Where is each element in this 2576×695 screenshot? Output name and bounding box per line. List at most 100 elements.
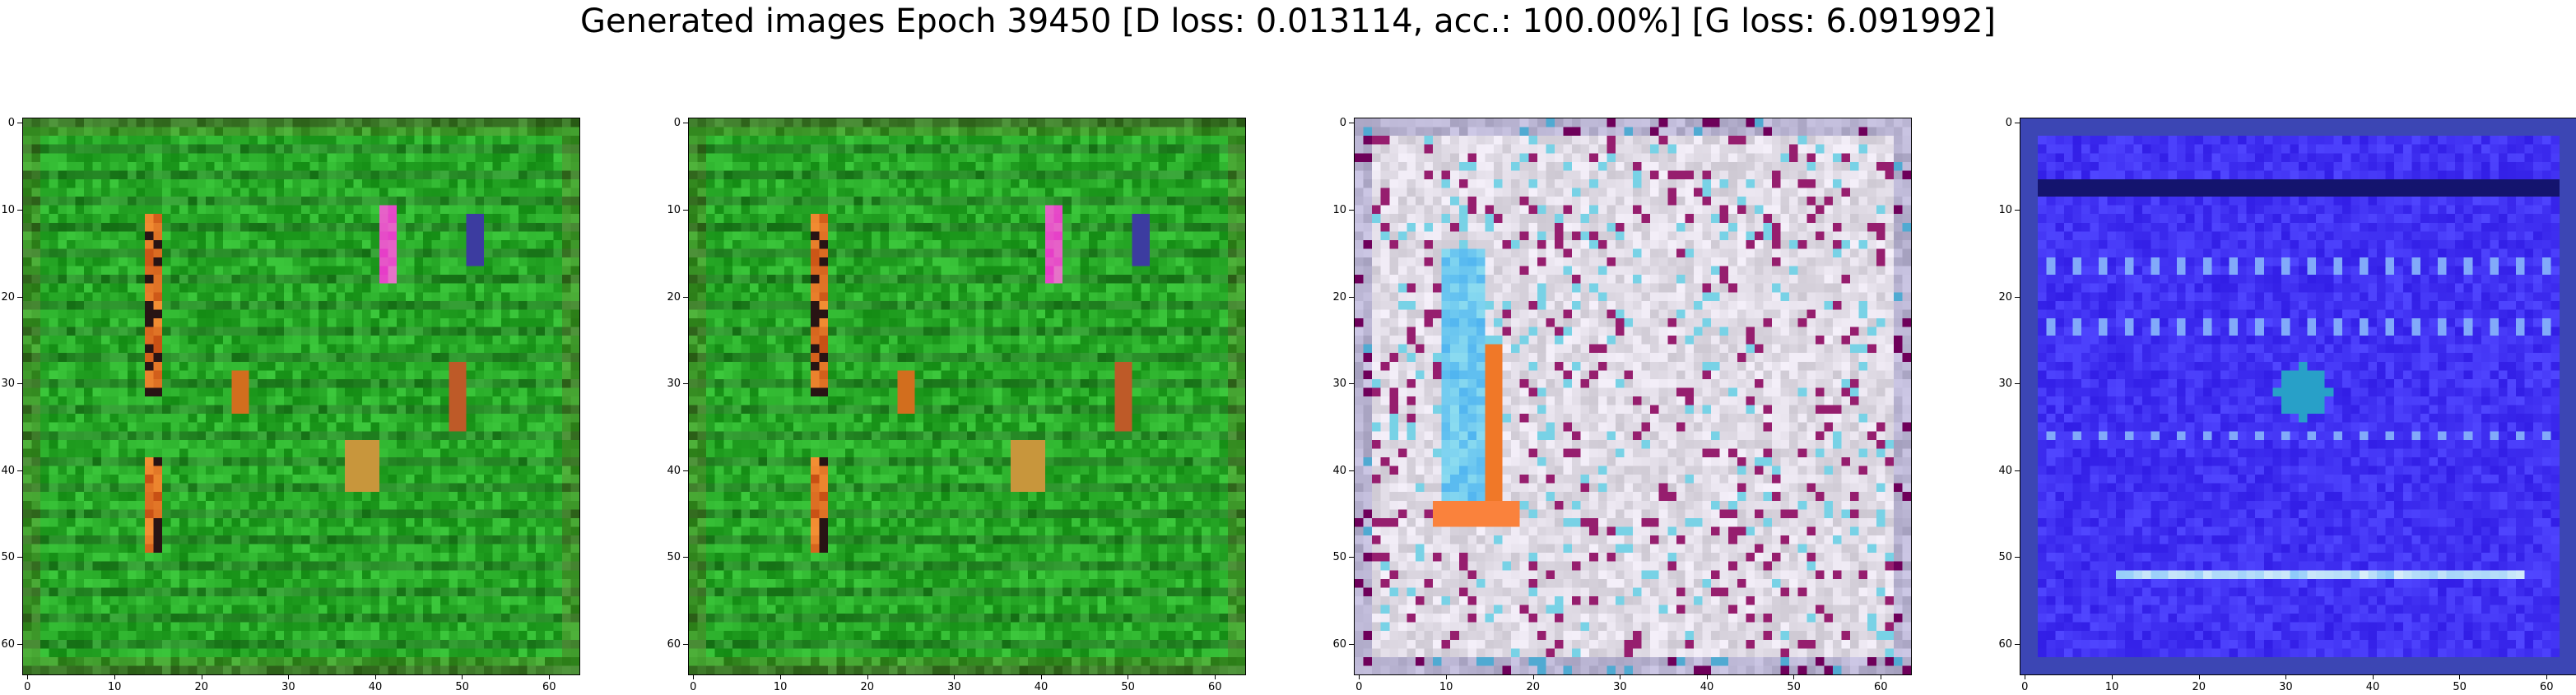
x-tick-label: 30 [947,681,961,693]
x-tick-label: 60 [542,681,556,693]
y-tick-label: 50 [1998,551,2012,564]
x-tick-label: 30 [1613,681,1627,693]
x-tick-label: 40 [1700,681,1714,693]
y-tick-mark [2015,209,2020,211]
y-tick-mark [17,470,22,471]
y-tick-mark [17,383,22,385]
y-tick-mark [683,209,688,211]
x-tick-mark [1445,674,1447,679]
y-tick-label: 50 [1332,551,1346,564]
y-tick-mark [2015,557,2020,558]
y-tick-label: 0 [2005,117,2012,130]
x-tick-mark [1793,674,1795,679]
image-panel-2: 0 10 20 30 40 50 60 0 10 20 30 40 50 60 [667,118,1246,693]
x-tick-mark [2111,674,2113,679]
y-tick-mark [1349,383,1354,385]
x-tick-mark [954,674,956,679]
y-tick-mark [17,209,22,211]
y-tick-mark [1349,557,1354,558]
x-tick-label: 50 [1121,681,1135,693]
y-tick-mark [1349,470,1354,471]
x-tick-mark [693,674,695,679]
x-tick-label: 20 [2192,681,2206,693]
generated-image-4 [2020,118,2576,674]
y-tick-label: 60 [1332,638,1346,651]
x-tick-mark [2285,674,2287,679]
x-tick-label: 10 [773,681,788,693]
x-tick-mark [114,674,115,679]
x-tick-label: 0 [1355,681,1363,693]
y-tick-label: 40 [667,464,681,477]
y-tick-label: 10 [667,203,681,216]
y-tick-label: 30 [1998,378,2012,391]
y-tick-label: 0 [1339,117,1346,130]
y-tick-label: 30 [1332,378,1346,391]
x-tick-label: 40 [368,681,383,693]
y-tick-mark [1349,209,1354,211]
x-tick-label: 60 [2540,681,2554,693]
y-tick-mark [683,470,688,471]
y-tick-label: 20 [1,290,15,303]
x-tick-label: 30 [281,681,295,693]
x-tick-mark [549,674,551,679]
x-tick-mark [2372,674,2374,679]
x-tick-label: 10 [1439,681,1453,693]
y-tick-label: 50 [667,551,681,564]
image-panel-3: 0 10 20 30 40 50 60 0 10 20 30 40 50 60 [1332,118,1912,693]
y-tick-label: 40 [1,464,15,477]
x-tick-label: 0 [690,681,697,693]
y-tick-label: 20 [1332,290,1346,303]
y-tick-mark [2015,383,2020,385]
y-tick-label: 20 [667,290,681,303]
x-tick-mark [288,674,290,679]
y-tick-mark [2015,470,2020,471]
y-tick-label: 40 [1998,464,2012,477]
x-tick-mark [1040,674,1042,679]
y-tick-label: 30 [1,378,15,391]
y-tick-label: 30 [667,378,681,391]
x-tick-label: 30 [2279,681,2293,693]
x-tick-mark [779,674,781,679]
y-tick-mark [683,644,688,646]
x-tick-mark [867,674,868,679]
y-tick-label: 50 [1,551,15,564]
x-tick-mark [1359,674,1360,679]
y-tick-mark [683,383,688,385]
x-tick-label: 0 [24,681,31,693]
y-tick-mark [1349,296,1354,298]
image-panel-1: 0 10 20 30 40 50 60 0 10 20 30 40 50 60 [1,118,580,693]
x-tick-mark [27,674,29,679]
x-tick-label: 20 [1526,681,1541,693]
y-tick-mark [2015,644,2020,646]
y-tick-mark [17,644,22,646]
x-tick-mark [462,674,463,679]
y-tick-mark [17,296,22,298]
x-tick-label: 50 [1787,681,1801,693]
y-tick-mark [683,296,688,298]
generated-image-2 [689,118,1245,674]
y-tick-mark [683,557,688,558]
y-tick-mark [1349,644,1354,646]
x-tick-label: 60 [1874,681,1888,693]
generated-image-1 [23,118,579,674]
y-tick-label: 60 [1,638,15,651]
y-tick-label: 20 [1998,290,2012,303]
x-tick-label: 50 [2453,681,2467,693]
x-tick-label: 40 [1034,681,1049,693]
x-tick-mark [2198,674,2200,679]
x-tick-label: 40 [2365,681,2380,693]
y-tick-label: 10 [1,203,15,216]
x-tick-label: 10 [107,681,122,693]
y-tick-label: 40 [1332,464,1346,477]
x-tick-mark [1215,674,1216,679]
y-tick-label: 60 [1998,638,2012,651]
x-tick-label: 20 [860,681,875,693]
x-tick-label: 60 [1208,681,1222,693]
y-tick-mark [2015,296,2020,298]
y-tick-label: 0 [7,117,15,130]
x-tick-mark [2546,674,2548,679]
generated-image-3 [1355,118,1911,674]
x-tick-label: 50 [455,681,469,693]
image-panel-4: 0 10 20 30 40 50 60 0 10 20 30 40 50 60 [1998,118,2576,693]
x-tick-label: 10 [2104,681,2119,693]
